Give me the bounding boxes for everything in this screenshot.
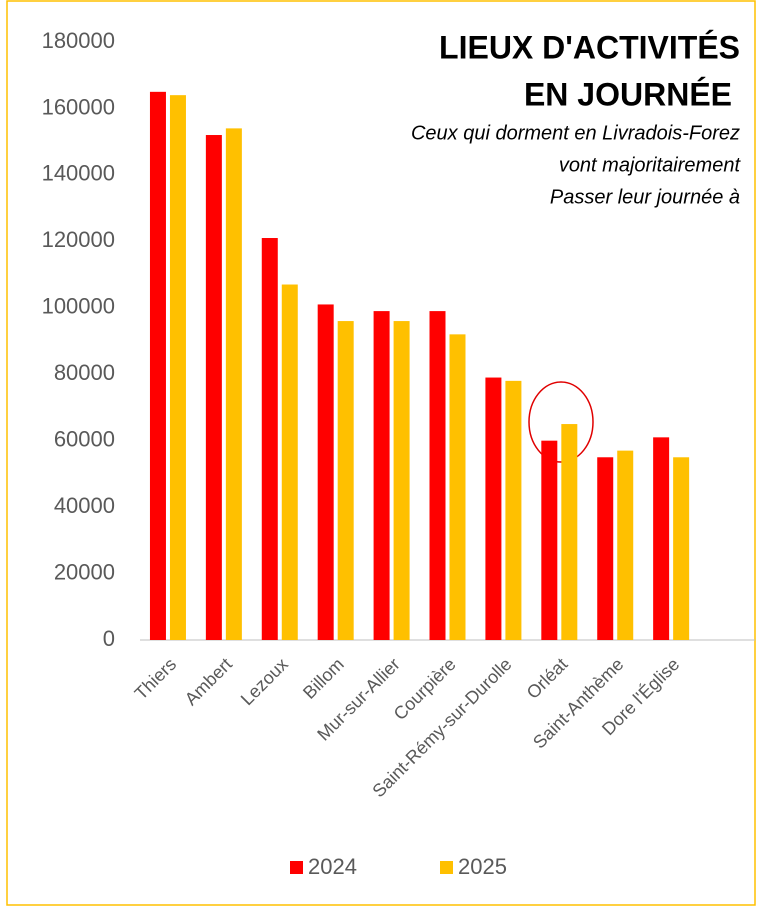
y-tick-label: 180000: [42, 28, 115, 53]
bar: [653, 437, 670, 640]
bar: [505, 380, 522, 640]
x-tick-label: Orléat: [523, 654, 572, 703]
bar: [485, 377, 502, 640]
legend-label: 2025: [458, 854, 507, 879]
y-tick-label: 140000: [42, 161, 115, 186]
chart-subtitle: Ceux qui dorment en Livradois-Forez: [411, 122, 740, 144]
chart-subtitle: Passer leur journée à: [550, 186, 740, 208]
chart-subtitle: vont majoritairement: [559, 154, 742, 176]
x-tick-label: Billom: [299, 654, 348, 703]
bar: [317, 304, 334, 640]
bar: [261, 238, 278, 640]
bar: [449, 334, 466, 640]
chart-title: LIEUX D'ACTIVITÉS: [439, 29, 740, 65]
bar: [393, 321, 410, 640]
chart-title: EN JOURNÉE: [524, 76, 732, 112]
bar: [225, 128, 242, 640]
legend-label: 2024: [308, 854, 357, 879]
bar: [561, 424, 578, 640]
x-tick-label: Thiers: [131, 654, 181, 704]
x-tick-label: Ambert: [181, 654, 236, 709]
y-tick-label: 20000: [54, 559, 115, 584]
highlight-circle: [528, 381, 594, 463]
y-tick-label: 0: [103, 626, 115, 651]
bar: [541, 440, 558, 640]
y-tick-label: 80000: [54, 360, 115, 385]
bar: [149, 91, 166, 641]
legend-swatch: [440, 861, 453, 874]
legend-swatch: [290, 861, 303, 874]
frame: [6, 0, 756, 906]
bar: [169, 95, 186, 640]
y-tick-label: 160000: [42, 94, 115, 119]
bar: [673, 457, 690, 640]
bar: [205, 135, 222, 640]
y-tick-label: 60000: [54, 426, 115, 451]
bar: [373, 311, 390, 640]
bar: [617, 450, 634, 640]
y-tick-label: 100000: [42, 294, 115, 319]
bar: [429, 311, 446, 640]
y-tick-label: 40000: [54, 493, 115, 518]
bar: [597, 457, 614, 640]
bar: [281, 284, 298, 640]
bar: [337, 321, 354, 640]
y-tick-label: 120000: [42, 227, 115, 252]
x-tick-label: Lezoux: [237, 654, 292, 709]
